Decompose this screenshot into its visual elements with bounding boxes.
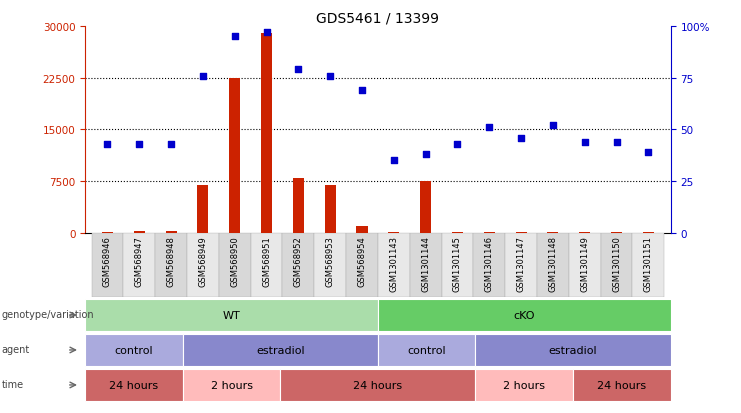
- Bar: [293, 178, 304, 233]
- Text: GSM1301143: GSM1301143: [389, 235, 399, 291]
- Point: [642, 150, 654, 156]
- Bar: [325, 185, 336, 233]
- Text: agent: agent: [1, 344, 30, 354]
- Text: GSM1301146: GSM1301146: [485, 235, 494, 291]
- Point: [165, 141, 177, 148]
- Text: GSM568954: GSM568954: [357, 235, 367, 286]
- Bar: [579, 232, 591, 233]
- Text: cKO: cKO: [514, 310, 535, 320]
- Point: [611, 139, 622, 146]
- Point: [261, 30, 273, 36]
- Bar: [611, 232, 622, 233]
- Bar: [476, 369, 573, 401]
- Text: 24 hours: 24 hours: [597, 380, 646, 390]
- Text: 2 hours: 2 hours: [503, 380, 545, 390]
- Text: WT: WT: [223, 310, 240, 320]
- Bar: [85, 335, 183, 366]
- Bar: [183, 335, 378, 366]
- Bar: [197, 185, 208, 233]
- Point: [483, 125, 495, 131]
- Point: [419, 152, 431, 158]
- Bar: [516, 232, 527, 233]
- Text: time: time: [1, 380, 24, 389]
- Point: [293, 67, 305, 74]
- Point: [547, 123, 559, 129]
- Text: GSM568950: GSM568950: [230, 235, 239, 286]
- Text: control: control: [115, 345, 153, 355]
- Bar: [537, 233, 569, 297]
- Bar: [442, 233, 473, 297]
- Point: [515, 135, 527, 142]
- Bar: [632, 233, 664, 297]
- Text: control: control: [408, 345, 446, 355]
- Bar: [280, 369, 476, 401]
- Point: [451, 141, 463, 148]
- Bar: [85, 299, 378, 331]
- Text: GSM568953: GSM568953: [326, 235, 335, 286]
- Bar: [601, 233, 632, 297]
- Text: GSM568949: GSM568949: [199, 235, 207, 286]
- Text: 24 hours: 24 hours: [353, 380, 402, 390]
- Text: GSM568948: GSM568948: [167, 235, 176, 286]
- Text: GSM1301145: GSM1301145: [453, 235, 462, 291]
- Bar: [124, 233, 155, 297]
- Bar: [155, 233, 187, 297]
- Bar: [473, 233, 505, 297]
- Bar: [85, 369, 183, 401]
- Title: GDS5461 / 13399: GDS5461 / 13399: [316, 12, 439, 26]
- Bar: [187, 233, 219, 297]
- Text: GSM1301149: GSM1301149: [580, 235, 589, 291]
- Text: GSM1301147: GSM1301147: [516, 235, 525, 291]
- Text: genotype/variation: genotype/variation: [1, 310, 94, 320]
- Bar: [410, 233, 442, 297]
- Text: GSM568951: GSM568951: [262, 235, 271, 286]
- Bar: [282, 233, 314, 297]
- Text: GSM1301151: GSM1301151: [644, 235, 653, 291]
- Point: [102, 141, 113, 148]
- Bar: [378, 335, 476, 366]
- Bar: [505, 233, 537, 297]
- Bar: [165, 231, 176, 233]
- Bar: [314, 233, 346, 297]
- Bar: [250, 233, 282, 297]
- Bar: [476, 335, 671, 366]
- Bar: [356, 226, 368, 233]
- Bar: [378, 233, 410, 297]
- Point: [388, 158, 399, 164]
- Text: estradiol: estradiol: [256, 345, 305, 355]
- Bar: [346, 233, 378, 297]
- Text: GSM568946: GSM568946: [103, 235, 112, 286]
- Bar: [219, 233, 250, 297]
- Bar: [548, 232, 559, 233]
- Bar: [452, 232, 463, 233]
- Point: [579, 139, 591, 146]
- Bar: [378, 299, 671, 331]
- Point: [325, 73, 336, 80]
- Point: [133, 141, 145, 148]
- Bar: [569, 233, 601, 297]
- Bar: [388, 232, 399, 233]
- Bar: [573, 369, 671, 401]
- Bar: [133, 231, 145, 233]
- Point: [197, 73, 209, 80]
- Text: GSM1301144: GSM1301144: [421, 235, 430, 291]
- Point: [229, 34, 241, 40]
- Text: GSM568952: GSM568952: [294, 235, 303, 286]
- Bar: [229, 78, 240, 233]
- Bar: [261, 34, 272, 233]
- Bar: [183, 369, 280, 401]
- Bar: [642, 232, 654, 233]
- Text: GSM568947: GSM568947: [135, 235, 144, 286]
- Text: GSM1301150: GSM1301150: [612, 235, 621, 291]
- Bar: [420, 182, 431, 233]
- Bar: [102, 232, 113, 233]
- Text: estradiol: estradiol: [549, 345, 597, 355]
- Point: [356, 88, 368, 94]
- Text: 24 hours: 24 hours: [110, 380, 159, 390]
- Bar: [92, 233, 124, 297]
- Bar: [484, 232, 495, 233]
- Text: GSM1301148: GSM1301148: [548, 235, 557, 291]
- Text: 2 hours: 2 hours: [210, 380, 253, 390]
